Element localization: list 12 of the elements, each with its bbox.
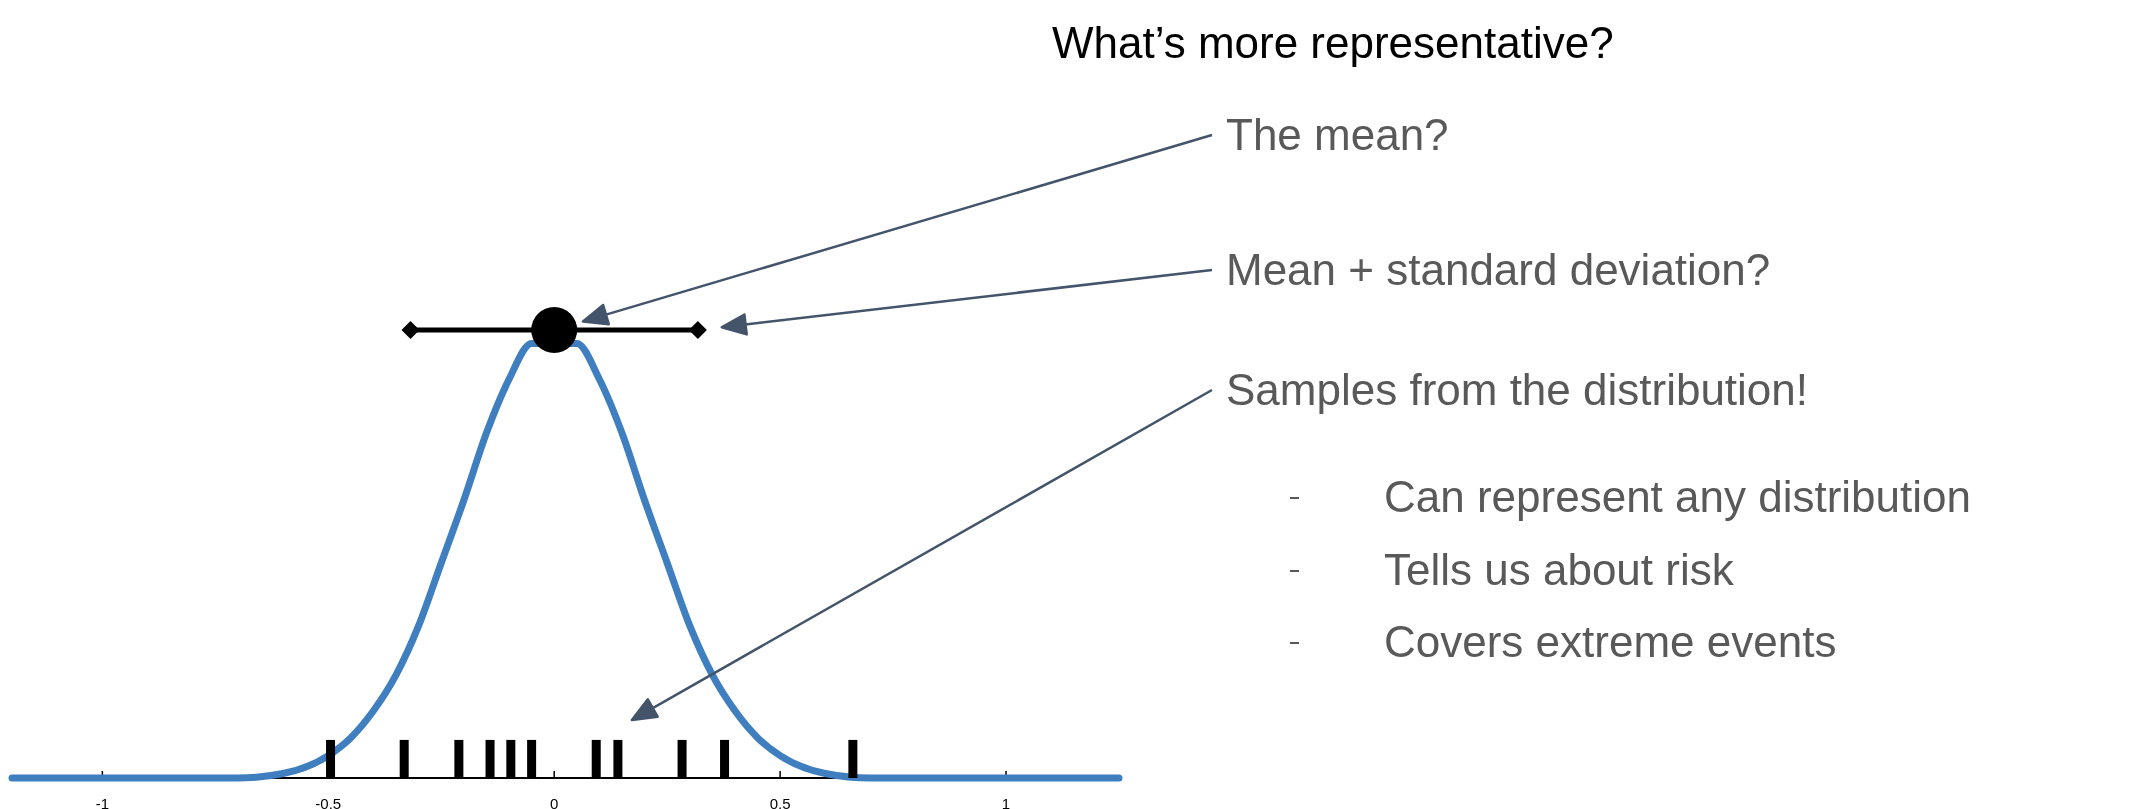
text: Samples from the distribution!	[1226, 365, 1809, 414]
text: Tells us about risk	[1384, 545, 1735, 594]
text: What’s more representative?	[1052, 18, 1614, 67]
text: Covers extreme events	[1384, 617, 1837, 666]
text: Mean + standard deviation?	[1226, 245, 1771, 294]
x-tick-label: -1	[95, 795, 110, 809]
text: The mean?	[1226, 110, 1449, 159]
x-tick-label: 0.5	[769, 795, 791, 809]
text: Can represent any distribution	[1384, 472, 1971, 521]
x-tick-label: 0	[550, 795, 559, 809]
x-tick-label: 1	[1001, 795, 1011, 809]
x-tick-label: -0.5	[315, 795, 342, 809]
